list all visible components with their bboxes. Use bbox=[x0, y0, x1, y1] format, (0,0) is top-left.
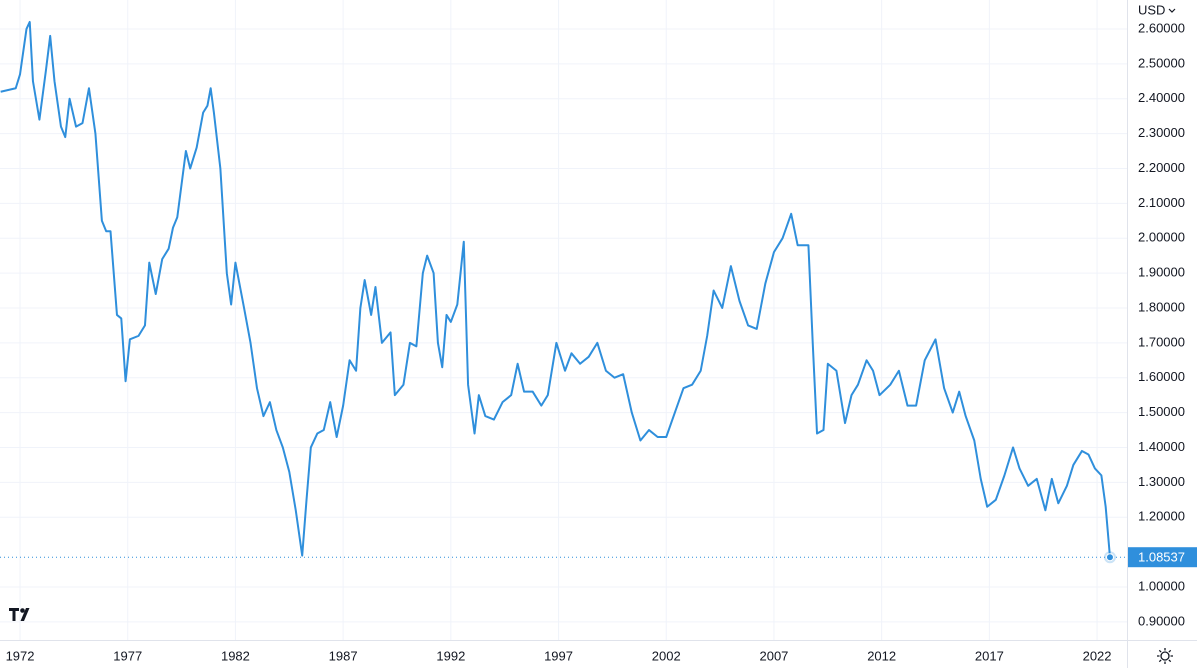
currency-caret[interactable] bbox=[1168, 8, 1176, 13]
y-tick-label: 1.20000 bbox=[1138, 509, 1185, 524]
x-tick-label: 2022 bbox=[1083, 648, 1112, 663]
y-tick-label: 0.90000 bbox=[1138, 613, 1185, 628]
y-tick-label: 1.80000 bbox=[1138, 299, 1185, 314]
tv-logo[interactable] bbox=[9, 608, 30, 621]
grid bbox=[0, 0, 1127, 640]
x-tick-label: 1982 bbox=[221, 648, 250, 663]
y-tick-label: 1.30000 bbox=[1138, 474, 1185, 489]
last-price-label: 1.08537 bbox=[1138, 550, 1185, 565]
y-tick-label: 2.10000 bbox=[1138, 195, 1185, 210]
x-tick-label: 1992 bbox=[436, 648, 465, 663]
x-tick-label: 1987 bbox=[329, 648, 358, 663]
y-tick-label: 1.90000 bbox=[1138, 265, 1185, 280]
x-tick-label: 2002 bbox=[652, 648, 681, 663]
x-tick-label: 2017 bbox=[975, 648, 1004, 663]
y-tick-label: 2.30000 bbox=[1138, 125, 1185, 140]
currency-label[interactable]: USD bbox=[1138, 2, 1165, 17]
y-tick-label: 1.40000 bbox=[1138, 439, 1185, 454]
price-line bbox=[0, 20, 1111, 558]
last-point bbox=[1105, 553, 1114, 562]
y-tick-label: 2.00000 bbox=[1138, 230, 1185, 245]
x-tick-label: 2012 bbox=[867, 648, 896, 663]
y-tick-label: 2.50000 bbox=[1138, 55, 1185, 70]
x-tick-label: 1972 bbox=[6, 648, 35, 663]
y-tick-label: 1.60000 bbox=[1138, 369, 1185, 384]
y-tick-label: 1.00000 bbox=[1138, 578, 1185, 593]
x-tick-label: 1997 bbox=[544, 648, 573, 663]
y-tick-label: 2.60000 bbox=[1138, 20, 1185, 35]
x-tick-label: 1977 bbox=[113, 648, 142, 663]
y-tick-label: 2.20000 bbox=[1138, 160, 1185, 175]
settings-icon[interactable] bbox=[1157, 648, 1173, 664]
x-tick-label: 2007 bbox=[759, 648, 788, 663]
y-tick-label: 1.50000 bbox=[1138, 404, 1185, 419]
y-tick-label: 1.70000 bbox=[1138, 334, 1185, 349]
last-price-badge bbox=[1128, 547, 1197, 568]
y-tick-label: 2.40000 bbox=[1138, 90, 1185, 105]
